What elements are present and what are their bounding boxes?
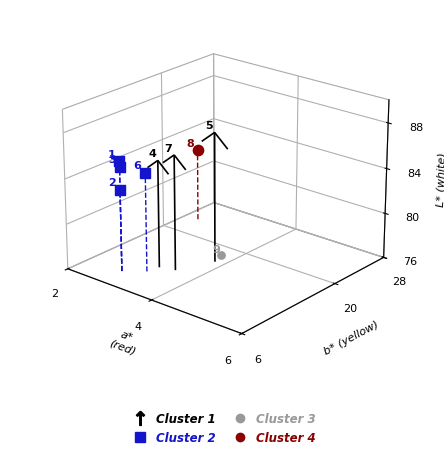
Y-axis label: b* (yellow): b* (yellow) bbox=[322, 319, 381, 357]
X-axis label: a*
(red): a* (red) bbox=[108, 327, 141, 356]
Legend: Cluster 1, Cluster 2, Cluster 3, Cluster 4: Cluster 1, Cluster 2, Cluster 3, Cluster… bbox=[123, 407, 321, 448]
